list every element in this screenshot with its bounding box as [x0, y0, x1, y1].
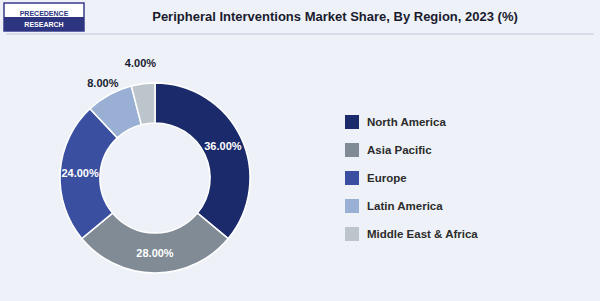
slice [155, 83, 250, 239]
legend-label: Latin America [367, 200, 443, 212]
legend-swatch [345, 143, 359, 157]
legend-swatch [345, 227, 359, 241]
data-label: 28.00% [136, 247, 174, 259]
legend-label: Asia Pacific [367, 144, 432, 156]
annotation: RESEARCH [24, 21, 63, 28]
annotation: PRECEDENCE [20, 10, 69, 17]
data-label: 24.00% [61, 167, 99, 179]
logo-box [4, 3, 84, 31]
background [0, 0, 600, 301]
logo: PRECEDENCE RESEARCH [4, 3, 84, 31]
data-label: 36.00% [204, 140, 242, 152]
legend-swatch [345, 115, 359, 129]
data-labels: 36.00% 28.00% 24.00% 8.00% 4.00% [61, 57, 241, 259]
legend-label: Middle East & Africa [367, 228, 478, 240]
slices [60, 83, 250, 273]
legend-swatch [345, 171, 359, 185]
title: Peripheral Interventions Market Share, B… [152, 9, 518, 24]
legend: North America Asia Pacific Europe Latin Ame… [345, 115, 478, 241]
data-label: 8.00% [87, 77, 118, 89]
separator [6, 34, 594, 35]
legend-label: North America [367, 116, 446, 128]
slice [131, 83, 155, 125]
slice [82, 213, 228, 273]
data-label: 4.00% [125, 57, 156, 69]
legend-swatch [345, 199, 359, 213]
legend-label: Europe [367, 172, 407, 184]
chart: PRECEDENCE RESEARCH Peripheral Interventio… [0, 0, 600, 301]
logo-band [4, 17, 84, 31]
